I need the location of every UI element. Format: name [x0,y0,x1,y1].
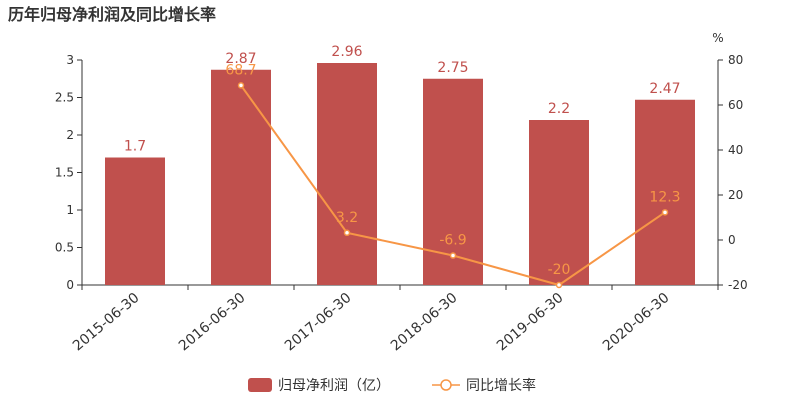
bar-value-label: 2.75 [437,60,468,76]
x-tick-label: 2020-06-30 [600,290,673,355]
legend-bar-swatch[interactable] [248,378,272,392]
x-tick-label: 2015-06-30 [70,290,143,355]
y-right-tick-label: 20 [728,188,743,202]
bar-labels: 1.7 2.87 2.96 2.75 2.2 2.47 [124,44,681,155]
growth-value-label: -6.9 [439,233,466,249]
growth-point[interactable] [237,82,245,89]
growth-value-label: 12.3 [649,189,680,205]
growth-point[interactable] [555,281,563,289]
y-right-tick-label: 60 [728,98,743,112]
growth-point[interactable] [449,252,457,259]
growth-value-label: -20 [548,262,571,278]
growth-value-label: 3.2 [336,210,358,226]
legend-line-marker[interactable] [440,379,452,391]
y-left-tick-label: 2.5 [55,91,74,105]
y-right-unit: % [712,31,723,45]
x-ticks: 2015-06-30 2016-06-30 2017-06-30 2018-06-30… [70,290,673,355]
legend-line-label[interactable]: 同比增长率 [466,377,536,394]
legend[interactable]: 归母净利润（亿） 同比增长率 [248,377,536,394]
bars [105,63,695,285]
growth-labels: 68.7 3.2 -6.9 -20 12.3 [225,62,680,278]
x-tick-label: 2019-06-30 [494,290,567,355]
y-left-tick-label: 0.5 [55,241,74,255]
y-right-tick-label: -20 [728,278,748,292]
y-left-tick-label: 3 [66,53,74,67]
y-right-tick-label: 40 [728,143,743,157]
bar[interactable] [211,69,271,285]
bar-value-label: 2.2 [548,101,570,117]
y-right-tick-label: 80 [728,53,743,67]
bar-value-label: 2.47 [649,81,680,97]
legend-bar-label[interactable]: 归母净利润（亿） [278,377,390,394]
x-tick-label: 2017-06-30 [282,290,355,355]
x-tick-label: 2018-06-30 [388,290,461,355]
growth-line [237,82,669,289]
growth-value-label: 68.7 [225,62,256,78]
y-left-tick-label: 1 [66,203,74,217]
y-left-tick-label: 2 [66,128,74,142]
y-right-tick-label: 0 [728,233,736,247]
x-tick-label: 2016-06-30 [176,290,249,355]
bar-value-label: 2.96 [331,44,362,60]
bar[interactable] [529,120,589,285]
bar-value-label: 2.87 [225,51,256,67]
growth-point[interactable] [343,229,351,237]
bar[interactable] [317,63,377,285]
growth-point[interactable] [661,209,669,216]
bar[interactable] [105,157,165,286]
bar[interactable] [635,99,695,285]
chart-title: 历年归母净利润及同比增长率 [8,5,216,24]
y-left-tick-label: 0 [66,278,74,292]
y-left-tick-label: 1.5 [55,166,74,180]
axes: 0 0.5 1 1.5 2 2.5 3 -20 0 20 40 60 80% [55,31,748,292]
bar-value-label: 1.7 [124,139,146,155]
